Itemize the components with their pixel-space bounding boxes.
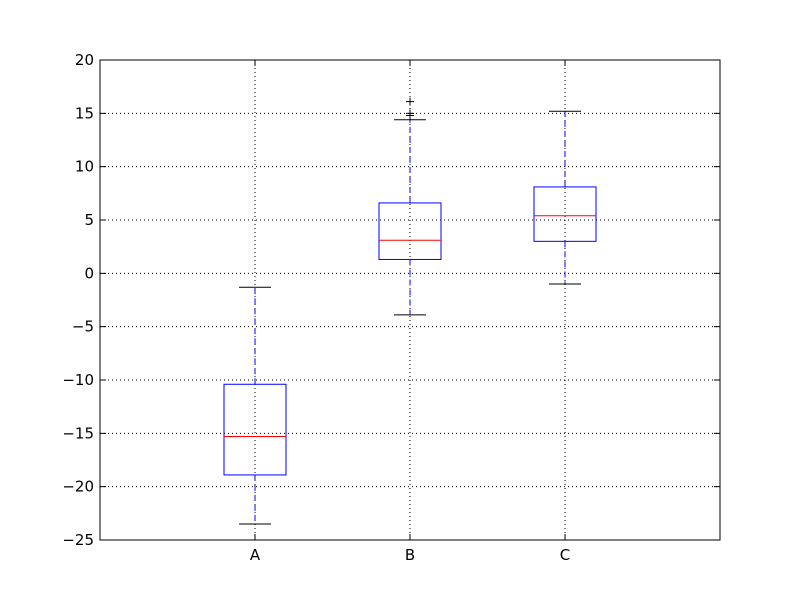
- outlier-point: [406, 97, 414, 106]
- x-tick-label-b: B: [405, 546, 415, 564]
- y-tick-label: 0: [84, 264, 94, 282]
- x-tick-label-a: A: [250, 546, 261, 564]
- y-tick-label: −15: [62, 424, 94, 442]
- box-c: [533, 110, 597, 285]
- box-layer: [223, 97, 597, 525]
- box-b: [378, 97, 442, 316]
- y-tick-label: −5: [72, 318, 94, 336]
- outlier-point: [406, 109, 414, 118]
- y-tick-label: −10: [62, 371, 94, 389]
- y-tick-label: 10: [75, 158, 94, 176]
- y-tick-label: 5: [84, 211, 94, 229]
- box-a: [223, 286, 287, 525]
- iqr-box: [223, 383, 287, 476]
- label-layer: 20 15 10 5 0 −5 −10 −15 −20 −25 A B C: [62, 51, 570, 564]
- x-tick-label-c: C: [560, 546, 570, 564]
- y-tick-label: 15: [75, 104, 94, 122]
- grid-layer: [100, 60, 720, 540]
- y-tick-label: −20: [62, 478, 94, 496]
- tick-layer: [100, 59, 720, 541]
- iqr-box: [533, 186, 597, 242]
- y-tick-label: 20: [75, 51, 94, 69]
- y-tick-label: −25: [62, 531, 94, 549]
- iqr-box: [378, 202, 442, 260]
